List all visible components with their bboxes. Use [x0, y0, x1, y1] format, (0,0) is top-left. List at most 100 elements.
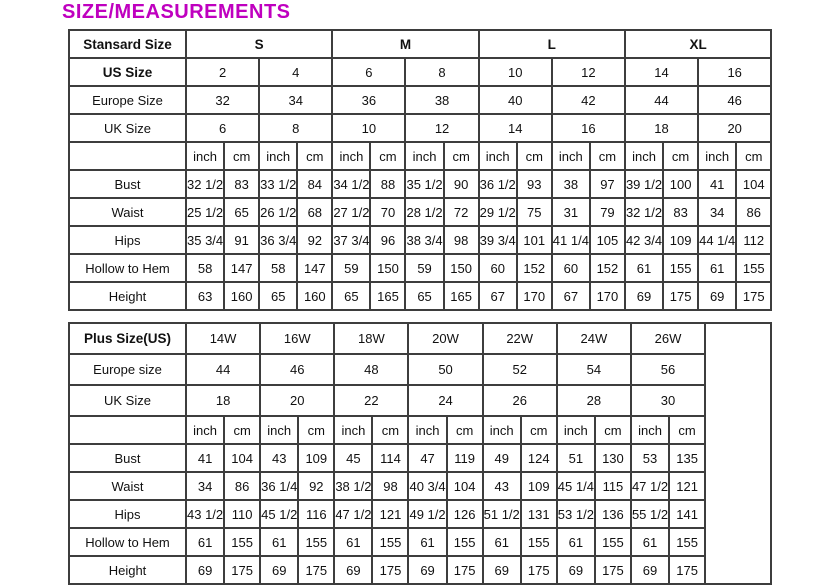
value-cell: 61	[184, 527, 226, 557]
value-cell: 61	[407, 527, 448, 557]
value-cell: 155	[662, 253, 700, 283]
value-cell: 26 1/2	[258, 197, 299, 227]
value-cell: 59	[404, 253, 445, 283]
value-cell: 31	[550, 197, 591, 227]
value-cell: 109	[519, 471, 558, 501]
value-cell: 4	[258, 57, 334, 87]
value-cell: 69	[481, 555, 522, 585]
value-cell: 16	[550, 113, 626, 143]
value-cell: 34 1/2	[331, 169, 372, 199]
value-cell: 155	[519, 527, 558, 557]
value-cell: 56	[629, 353, 707, 386]
value-cell: 91	[223, 225, 261, 255]
value-cell: 160	[296, 281, 334, 311]
unit-cell: inch	[331, 141, 372, 171]
value-cell: 38 1/2	[333, 471, 374, 501]
value-cell: 43	[481, 471, 522, 501]
value-cell: 8	[258, 113, 334, 143]
value-cell: 121	[668, 471, 707, 501]
value-cell: S	[184, 29, 334, 59]
value-cell: 141	[668, 499, 707, 529]
value-cell: 46	[697, 85, 773, 115]
value-cell: 155	[735, 253, 773, 283]
value-cell: 38	[404, 85, 480, 115]
value-cell: 75	[515, 197, 553, 227]
value-cell: 105	[588, 225, 626, 255]
value-cell: 61	[259, 527, 300, 557]
row-label: Plus Size(US)	[68, 322, 187, 355]
value-cell: 92	[296, 225, 334, 255]
value-cell: 126	[445, 499, 484, 529]
value-cell: 25 1/2	[184, 197, 226, 227]
value-cell: 65	[258, 281, 299, 311]
value-cell: 45 1/4	[555, 471, 596, 501]
row-label: Height	[68, 281, 187, 311]
value-cell: 38 3/4	[404, 225, 445, 255]
value-cell: 20	[697, 113, 773, 143]
value-cell: 104	[735, 169, 773, 199]
value-cell: 86	[223, 471, 262, 501]
value-cell: 92	[297, 471, 336, 501]
value-cell: 175	[223, 555, 262, 585]
value-cell: 115	[593, 471, 632, 501]
value-cell: 40	[477, 85, 553, 115]
value-cell: 88	[369, 169, 407, 199]
table-row: Height 63 160 65 160 65 165 65 165 67 170 67 170 69 17…	[68, 281, 773, 311]
value-cell: 98	[442, 225, 480, 255]
value-cell: 32 1/2	[623, 197, 665, 227]
value-cell: 24	[407, 384, 484, 417]
row-label	[68, 141, 187, 171]
value-cell: 68	[296, 197, 334, 227]
value-cell: 22	[333, 384, 410, 417]
row-label: Bust	[68, 169, 187, 199]
table-row: Waist 34 86 36 1/4 92 38 1/2 98 40 3/4 104 43 109 4…	[68, 471, 771, 501]
value-cell: 86	[735, 197, 773, 227]
unit-cell: cm	[588, 141, 626, 171]
unit-cell: cm	[296, 141, 334, 171]
value-cell: 155	[297, 527, 336, 557]
unit-cell: cm	[735, 141, 773, 171]
value-cell: 114	[371, 443, 410, 473]
value-cell: 147	[223, 253, 261, 283]
value-cell: 16	[697, 57, 773, 87]
value-cell: 69	[333, 555, 374, 585]
value-cell: 41	[184, 443, 226, 473]
value-cell: 152	[588, 253, 626, 283]
value-cell: 69	[697, 281, 738, 311]
unit-cell: cm	[515, 141, 553, 171]
value-cell: 65	[223, 197, 261, 227]
value-cell: 101	[515, 225, 553, 255]
value-cell: 35 3/4	[184, 225, 226, 255]
page-title: SIZE/MEASUREMENTS	[62, 1, 291, 23]
unit-cell: cm	[593, 415, 632, 445]
unit-cell: inch	[184, 415, 226, 445]
table-row: Hollow to Hem 61 155 61 155 61 155 61 155 61 155 61…	[68, 527, 771, 557]
table-row: Hips 43 1/2 110 45 1/2 116 47 1/2 121 49 1/2 126…	[68, 499, 771, 529]
value-cell: 152	[515, 253, 553, 283]
value-cell: 175	[297, 555, 336, 585]
value-cell: 69	[259, 555, 300, 585]
value-cell: 20	[259, 384, 336, 417]
value-cell: 32	[184, 85, 261, 115]
row-label: Waist	[68, 197, 187, 227]
value-cell: 47 1/2	[629, 471, 671, 501]
value-cell: 36 1/2	[477, 169, 518, 199]
value-cell: 34	[697, 197, 738, 227]
value-cell: 28	[555, 384, 632, 417]
unit-cell: cm	[369, 141, 407, 171]
value-cell: 47	[407, 443, 448, 473]
value-cell: 97	[588, 169, 626, 199]
value-cell: 29 1/2	[477, 197, 518, 227]
value-cell: 39 1/2	[623, 169, 665, 199]
row-label: UK Size	[68, 113, 187, 143]
value-cell: 42	[550, 85, 626, 115]
value-cell: 67	[550, 281, 591, 311]
value-cell: XL	[623, 29, 773, 59]
value-cell: 12	[404, 113, 480, 143]
value-cell: 135	[668, 443, 707, 473]
value-cell: 2	[184, 57, 261, 87]
unit-cell: cm	[223, 141, 261, 171]
row-label: Hollow to Hem	[68, 253, 187, 283]
row-label: Height	[68, 555, 187, 585]
